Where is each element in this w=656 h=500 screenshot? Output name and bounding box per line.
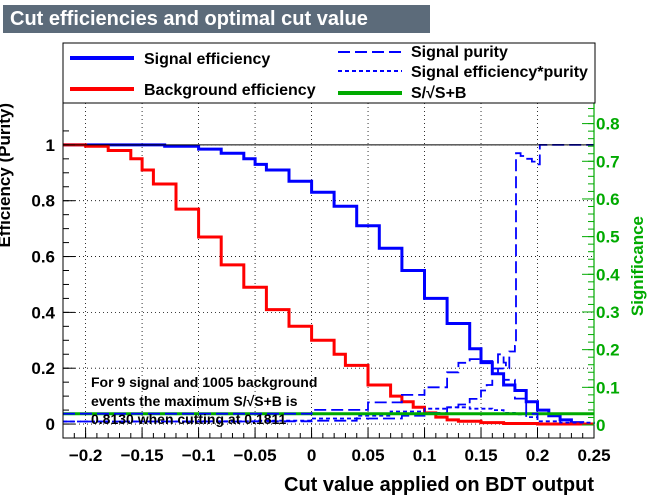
series-layer (63, 143, 595, 426)
x-tick-label: −0.05 (234, 446, 277, 465)
annotation-line: 0.8130 when cutting at 0.1811 (91, 411, 287, 427)
axis-ticks: −0.2 −0.15 −0.1 −0.05 0 0.05 0.1 0.15 0.2 0.25 0 0.… (31, 101, 620, 465)
series-signal-efficiency (63, 143, 585, 425)
x-tick-label: −0.15 (121, 446, 164, 465)
y2-tick-label: 0.4 (596, 265, 620, 284)
legend-label: Signal efficiency*purity (411, 64, 588, 81)
y-tick-label: 0.2 (31, 359, 55, 378)
annotation-line: For 9 signal and 1005 background (91, 374, 317, 390)
series-signal-purity (63, 144, 594, 423)
x-tick-label: 0.2 (526, 446, 550, 465)
x-tick-label: 0.25 (577, 446, 610, 465)
y-tick-label: 0 (46, 415, 55, 434)
chart-title: Cut efficiencies and optimal cut value (3, 5, 430, 33)
legend-label: Background efficiency (144, 82, 316, 99)
x-tick-label: 0 (307, 446, 316, 465)
y-tick-label: 1 (46, 136, 55, 155)
x-tick-label: 0.05 (351, 446, 384, 465)
y-tick-label: 0.6 (31, 248, 55, 267)
series-background-efficiency (63, 143, 594, 426)
y2-tick-label: 0.7 (596, 152, 620, 171)
legend-label: Signal efficiency (144, 51, 270, 68)
x-tick-label: 0.1 (413, 446, 437, 465)
y-tick-label: 0.8 (31, 192, 55, 211)
x-axis-label: Cut value applied on BDT output (284, 474, 594, 496)
y-tick-label: 0.4 (31, 303, 55, 322)
legend: Signal efficiency Background efficiency Si… (62, 42, 596, 104)
right-axis-label: Significance (628, 216, 647, 316)
y2-tick-label: 0.5 (596, 228, 620, 247)
annotation: For 9 signal and 1005 background events t… (91, 374, 317, 427)
x-tick-label: −0.1 (182, 446, 216, 465)
legend-label: S/√S+B (411, 85, 466, 102)
x-tick-label: −0.2 (69, 446, 103, 465)
y2-tick-label: 0.2 (596, 341, 620, 360)
y2-tick-label: 0.8 (596, 115, 620, 134)
annotation-line: events the maximum S/√S+B is (91, 393, 298, 409)
y-axis-label: Efficiency (Purity) (0, 103, 14, 248)
legend-box (62, 42, 596, 104)
y2-tick-label: 0 (596, 416, 605, 435)
series-significance-dashed- (63, 358, 539, 425)
y2-tick-label: 0.3 (596, 303, 620, 322)
x-tick-label: 0.15 (464, 446, 497, 465)
legend-label: Signal purity (411, 44, 508, 61)
y2-tick-label: 0.6 (596, 190, 620, 209)
y2-tick-label: 0.1 (596, 378, 620, 397)
